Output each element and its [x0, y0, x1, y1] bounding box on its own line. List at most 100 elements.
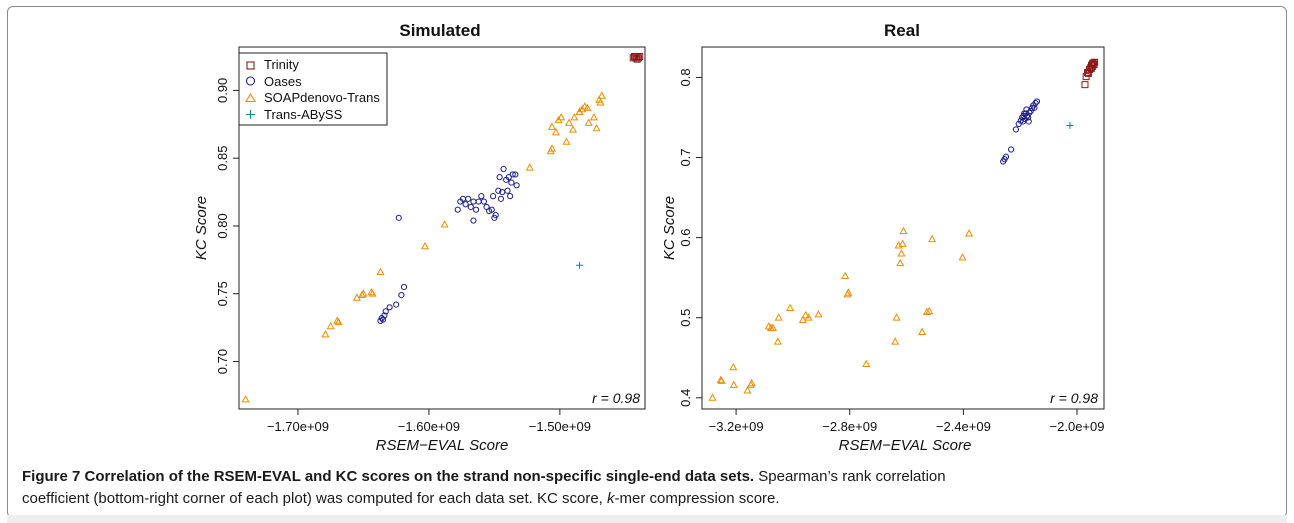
data-point-soapdenovo-trans — [844, 288, 853, 296]
data-point-oases — [509, 171, 516, 178]
data-point-oases — [400, 283, 408, 291]
y-tick-label: 0.8 — [678, 68, 693, 86]
data-point-oases — [488, 206, 495, 213]
legend-marker-circle — [245, 76, 256, 86]
legend-item-trinity: Trinity — [246, 57, 299, 72]
data-point-soapdenovo-trans — [584, 118, 593, 126]
data-point-soapdenovo-trans — [570, 113, 579, 121]
data-point-soapdenovo-trans — [928, 234, 937, 243]
data-point-oases — [497, 195, 505, 202]
x-axis-label: RSEM−EVAL Score — [376, 437, 509, 454]
y-tick-label: 0.70 — [215, 349, 230, 374]
figure-caption: Figure 7 Correlation of the RSEM-EVAL an… — [22, 466, 1262, 510]
x-tick-label: −1.50e+09 — [529, 419, 591, 434]
data-point-soapdenovo-trans — [596, 98, 605, 106]
caption-text-1: Spearman’s rank correlation — [758, 468, 946, 485]
data-point-soapdenovo-trans — [717, 376, 726, 384]
data-point-soapdenovo-trans — [326, 321, 335, 330]
legend: Trinity Oases SOAPdenovo-Trans Trans-ABy… — [238, 52, 388, 126]
plot-box — [701, 46, 1105, 410]
data-point-oases — [386, 304, 393, 311]
data-point-soapdenovo-trans — [862, 359, 871, 368]
x-tick-label: −2.4e+09 — [936, 419, 991, 434]
data-point-soapdenovo-trans — [321, 329, 330, 338]
data-point-soapdenovo-trans — [899, 226, 908, 235]
data-point-oases — [467, 203, 474, 211]
data-point-oases — [1002, 153, 1010, 160]
x-tick-label: −2.0e+09 — [1050, 419, 1105, 434]
data-point-oases — [491, 214, 498, 221]
correlation-annotation: r = 0.98 — [1050, 390, 1098, 406]
data-point-oases — [496, 174, 503, 181]
x-tick-label: −3.2e+09 — [709, 419, 764, 434]
data-point-oases — [512, 171, 519, 178]
data-point-soapdenovo-trans — [547, 144, 557, 152]
data-point-soapdenovo-trans — [440, 220, 449, 228]
data-point-soapdenovo-trans — [597, 91, 606, 99]
data-point-soapdenovo-trans — [798, 315, 807, 324]
legend-label: Trans-ABySS — [264, 107, 343, 122]
axis-ticks: −3.2e+09 −2.8e+09 −2.4e+09 −2.0e+09 0.4 0.5 0.… — [678, 68, 1104, 434]
data-point-soapdenovo-trans — [965, 229, 974, 237]
data-point-soapdenovo-trans — [592, 123, 601, 132]
data-point-trinity — [1089, 62, 1097, 70]
data-point-soapdenovo-trans — [334, 317, 343, 326]
data-point-trinity — [636, 52, 644, 60]
y-tick-label: 0.75 — [215, 281, 230, 306]
data-point-oases — [470, 198, 477, 205]
plot-box — [238, 46, 646, 410]
y-tick-label: 0.90 — [215, 78, 230, 103]
data-point-trinity — [1081, 81, 1089, 89]
legend-marker-square — [246, 61, 255, 70]
y-tick-label: 0.7 — [678, 148, 693, 166]
x-tick-label: −2.8e+09 — [822, 419, 877, 434]
data-point-soapdenovo-trans — [589, 113, 598, 121]
data-point-trans-abyss — [1066, 121, 1074, 129]
legend-label: SOAPdenovo-Trans — [264, 90, 380, 105]
data-point-oases — [393, 301, 400, 308]
legend-item-transabyss: Trans-ABySS — [246, 107, 343, 122]
data-point-oases — [1032, 99, 1039, 107]
data-point-soapdenovo-trans — [376, 267, 385, 275]
data-point-oases — [1025, 118, 1032, 125]
data-point-trinity — [1087, 65, 1095, 73]
caption-kmer: k — [607, 490, 615, 507]
caption-title: Correlation of the RSEM-EVAL and KC scor… — [84, 468, 755, 485]
data-point-trans-abyss — [576, 261, 584, 269]
caption-text-tail: -mer compression score. — [614, 490, 780, 507]
x-axis-label: RSEM−EVAL Score — [839, 437, 972, 454]
caption-text-2: coefficient (bottom-right corner of each… — [22, 490, 608, 507]
data-point-soapdenovo-trans — [747, 378, 756, 387]
data-point-oases — [1012, 126, 1020, 133]
data-point-soapdenovo-trans — [841, 271, 850, 279]
figure-frame — [7, 6, 1287, 518]
data-point-oases — [462, 201, 469, 208]
data-point-soapdenovo-trans — [786, 303, 795, 311]
data-point-soapdenovo-trans — [898, 239, 907, 247]
axis-ticks: −1.70e+09 −1.60e+09 −1.50e+09 0.70 0.75 0.80 0… — [215, 78, 591, 434]
data-point-soapdenovo-trans — [551, 127, 560, 136]
panel-title: Simulated — [399, 21, 480, 40]
y-tick-label: 0.6 — [678, 229, 693, 247]
data-point-oases — [495, 187, 502, 194]
y-tick-label: 0.85 — [215, 146, 230, 171]
data-point-oases — [504, 187, 511, 194]
panel-real: Real RSEM−EVAL Score KC Score r = 0.98 −… — [661, 21, 1105, 454]
panel-simulated: Simulated RSEM−EVAL Score KC Score r = 0… — [193, 21, 646, 454]
data-point-oases — [508, 179, 515, 186]
data-point-soapdenovo-trans — [562, 137, 571, 145]
data-point-oases — [465, 195, 472, 202]
data-point-oases — [472, 206, 480, 213]
panel-title: Real — [884, 21, 920, 40]
data-point-oases — [395, 214, 402, 221]
data-point-soapdenovo-trans — [958, 253, 967, 261]
data-point-soapdenovo-trans — [557, 113, 566, 121]
data-point-oases — [1023, 106, 1030, 113]
data-point-soapdenovo-trans — [547, 122, 557, 130]
data-points — [708, 58, 1099, 401]
caption-label: Figure 7 — [22, 468, 81, 485]
data-point-soapdenovo-trans — [891, 337, 900, 345]
data-point-soapdenovo-trans — [774, 313, 783, 321]
legend-item-soapdenovo: SOAPdenovo-Trans — [245, 90, 380, 105]
